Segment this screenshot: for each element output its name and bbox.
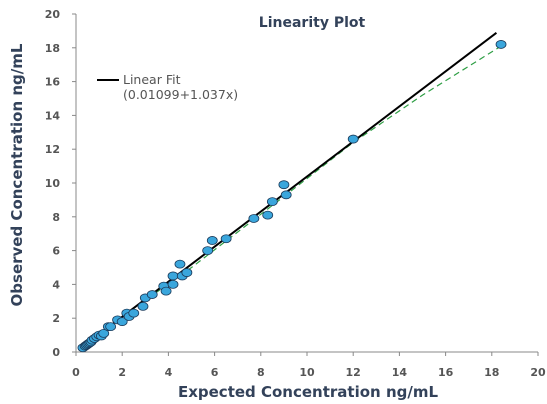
x-axis-title: Expected Concentration ng/mL — [178, 383, 438, 401]
x-tick-label: 8 — [257, 366, 265, 379]
data-point — [181, 268, 193, 277]
x-tick-label: 10 — [299, 366, 315, 379]
y-tick-label: 14 — [45, 109, 61, 122]
legend: Linear Fit (0.01099+1.037x) — [97, 72, 238, 102]
y-tick-labels: 0 2 4 6 8 10 12 14 16 18 20 — [45, 8, 61, 359]
data-point — [206, 236, 218, 245]
data-point — [116, 317, 128, 326]
data-point — [278, 180, 290, 190]
data-point — [262, 210, 274, 220]
data-point — [495, 40, 507, 49]
data-point — [146, 290, 158, 299]
x-tick-label: 20 — [530, 366, 546, 379]
y-tick-label: 0 — [52, 346, 60, 359]
data-point — [98, 329, 110, 338]
y-tick-label: 8 — [52, 211, 60, 224]
x-tick-label: 18 — [484, 366, 499, 379]
data-point — [105, 322, 117, 332]
x-tick-label: 0 — [72, 366, 80, 379]
data-points — [77, 40, 507, 353]
data-point — [202, 246, 214, 256]
data-point — [137, 301, 149, 311]
data-point — [347, 134, 359, 144]
y-axis-title: Observed Concentration ng/mL — [8, 43, 26, 306]
y-tick-label: 18 — [45, 42, 60, 55]
x-tick-label: 14 — [392, 366, 408, 379]
axes — [72, 13, 539, 356]
legend-equation: (0.01099+1.037x) — [123, 87, 238, 102]
data-point — [248, 214, 260, 223]
y-tick-label: 12 — [45, 143, 60, 156]
y-tick-label: 16 — [45, 76, 61, 89]
x-tick-labels: 0 2 4 6 8 10 12 14 16 18 20 — [72, 366, 546, 379]
x-tick-label: 16 — [438, 366, 454, 379]
x-tick-label: 6 — [211, 366, 219, 379]
y-tick-label: 10 — [45, 177, 61, 190]
y-tick-label: 2 — [52, 312, 60, 325]
data-point — [280, 190, 292, 200]
legend-label: Linear Fit — [123, 72, 181, 87]
y-tick-label: 6 — [52, 245, 60, 258]
data-point — [167, 271, 179, 281]
x-tick-label: 2 — [118, 366, 126, 379]
data-point — [266, 197, 278, 206]
x-tick-label: 12 — [346, 366, 361, 379]
x-tick-label: 4 — [165, 366, 173, 379]
data-point — [128, 308, 140, 318]
chart-title: Linearity Plot — [259, 15, 366, 31]
data-point — [174, 259, 186, 269]
data-point — [160, 286, 172, 296]
y-tick-label: 4 — [52, 278, 60, 291]
data-point — [220, 234, 232, 244]
y-tick-label: 20 — [45, 8, 61, 21]
data-point — [167, 279, 179, 289]
